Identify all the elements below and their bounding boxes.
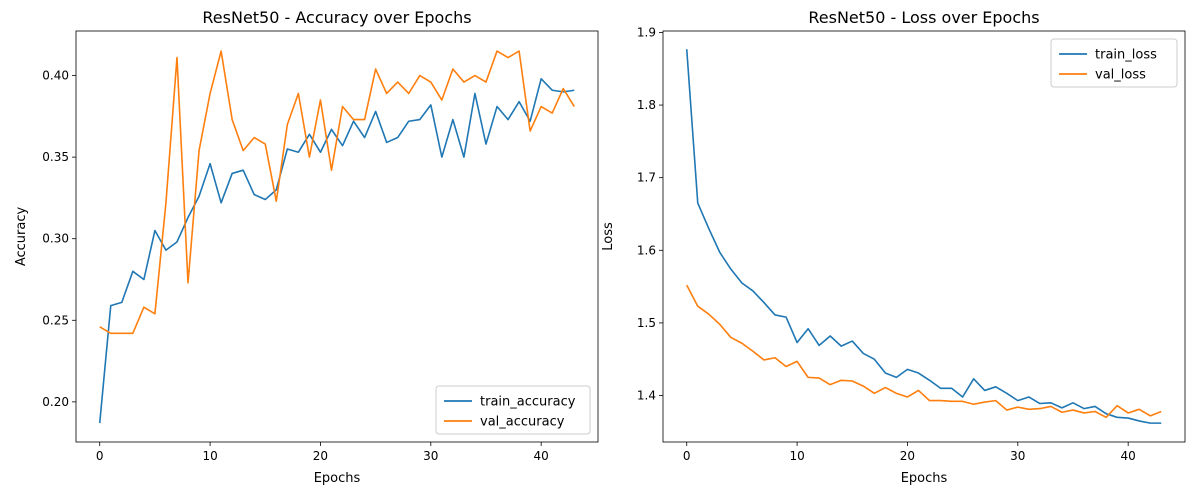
x-axis-label: Epochs	[314, 471, 361, 486]
axes-frame	[662, 30, 1186, 443]
x-tick-label: 0	[683, 449, 691, 463]
y-tick-label: 1.9	[637, 25, 656, 39]
y-tick-label: 1.8	[637, 98, 656, 112]
accuracy-chart: ResNet50 - Accuracy over Epochs Epochs A…	[14, 8, 599, 486]
y-tick-label: 1.6	[637, 243, 656, 257]
legend-label: train_accuracy	[480, 395, 576, 410]
y-tick-label: 1.5	[637, 316, 656, 330]
legend-label: val_accuracy	[480, 415, 565, 430]
x-tick-label: 10	[789, 449, 804, 463]
chart-title: ResNet50 - Loss over Epochs	[808, 8, 1039, 27]
y-tick-label: 0.30	[42, 232, 69, 246]
y-tick-label: 1.4	[637, 389, 656, 403]
legend: train_loss val_loss	[1050, 38, 1178, 88]
legend-label: val_loss	[1095, 68, 1146, 83]
y-tick-label: 0.25	[42, 313, 69, 327]
y-axis-label: Loss	[601, 222, 616, 251]
y-tick-label: 1.7	[637, 171, 656, 185]
legend-box	[435, 385, 591, 435]
x-tick-label: 20	[313, 449, 328, 463]
chart-title: ResNet50 - Accuracy over Epochs	[202, 8, 471, 27]
legend-label: train_loss	[1095, 48, 1157, 63]
x-tick-label: 0	[96, 449, 104, 463]
loss-chart: ResNet50 - Loss over Epochs Epochs Loss …	[601, 8, 1186, 486]
x-tick-label: 20	[900, 449, 915, 463]
series-line-val_loss	[686, 284, 1162, 419]
x-tick-label: 40	[1121, 449, 1136, 463]
x-tick-label: 30	[1010, 449, 1025, 463]
axes-frame	[75, 30, 599, 443]
y-axis-label: Accuracy	[14, 207, 29, 267]
y-tick-label: 0.40	[42, 69, 69, 83]
x-axis-label: Epochs	[901, 471, 948, 486]
legend: train_accuracy val_accuracy	[435, 385, 591, 435]
legend-box	[1050, 38, 1178, 88]
series-line-val_accuracy	[99, 50, 575, 335]
y-tick-label: 0.20	[42, 395, 69, 409]
x-tick-label: 40	[534, 449, 549, 463]
x-tick-label: 30	[423, 449, 438, 463]
y-tick-label: 0.35	[42, 150, 69, 164]
series-line-train_loss	[685, 49, 1162, 424]
x-tick-label: 10	[202, 449, 217, 463]
